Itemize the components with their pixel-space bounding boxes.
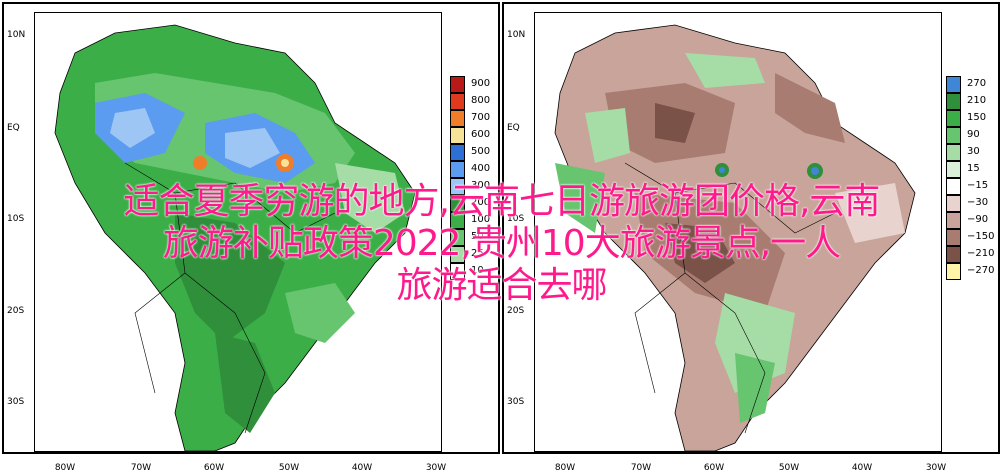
- legend-label: 500: [471, 146, 491, 157]
- lon-label: 80W: [54, 463, 76, 473]
- legend-swatch: 25: [450, 246, 484, 263]
- legend-label: 90: [967, 129, 980, 140]
- lon-label: 60W: [203, 463, 225, 473]
- lat-label: 30S: [507, 397, 525, 407]
- legend-label: 400: [471, 163, 491, 174]
- legend-label: 900: [471, 78, 491, 89]
- legend-swatch: 150: [946, 110, 986, 127]
- legend-swatch: 15: [946, 161, 980, 178]
- lon-label: 40W: [851, 463, 873, 473]
- legend-swatch: 300: [450, 178, 490, 195]
- legend-swatch: 500: [450, 144, 490, 161]
- lon-label: 50W: [778, 463, 800, 473]
- legend-swatch: −210: [946, 246, 994, 263]
- legend-label: 200: [471, 197, 491, 208]
- lat-label: 10N: [7, 30, 26, 40]
- legend-swatch: −15: [946, 178, 988, 195]
- legend-swatch: −90: [946, 212, 988, 229]
- legend-label: −90: [967, 214, 989, 225]
- legend-swatch: 900: [450, 76, 490, 93]
- color-legend: 900 800 700 600 500 400 300 200 100 50 25 10: [450, 76, 490, 280]
- lat-label: 10S: [7, 214, 25, 224]
- lat-label: EQ: [7, 123, 20, 133]
- lat-label: 20S: [7, 306, 25, 316]
- legend-label: 270: [967, 78, 987, 89]
- legend-swatch: −270: [946, 263, 994, 280]
- lon-label: 50W: [278, 463, 300, 473]
- overlay-title-line-2: 旅游补贴政策2022,贵州10大旅游景点,一人: [162, 223, 841, 264]
- legend-label: 600: [471, 129, 491, 140]
- overlay-title-line-3: 旅游适合去哪: [396, 265, 607, 306]
- legend-swatch: 400: [450, 161, 490, 178]
- lon-label: 80W: [554, 463, 576, 473]
- precipitation-map: [34, 12, 442, 452]
- legend-swatch: −150: [946, 229, 994, 246]
- lat-label: 10S: [507, 214, 525, 224]
- legend-swatch: 210: [946, 93, 986, 110]
- legend-label: −210: [967, 248, 995, 259]
- legend-label: 300: [471, 180, 491, 191]
- legend-swatch: −30: [946, 195, 988, 212]
- legend-label: −30: [967, 197, 989, 208]
- lon-label: 70W: [130, 463, 152, 473]
- lon-label: 60W: [703, 463, 725, 473]
- legend-label: 800: [471, 95, 491, 106]
- lon-label: 40W: [351, 463, 373, 473]
- anomaly-map-svg: [535, 13, 941, 451]
- right-map-panel: 10N EQ 10S 20S 30S: [502, 2, 1000, 473]
- lon-label: 70W: [630, 463, 652, 473]
- lon-label: 30W: [925, 463, 947, 473]
- legend-label: 210: [967, 95, 987, 106]
- legend-label: 10: [471, 265, 484, 276]
- lat-label: EQ: [507, 123, 520, 133]
- legend-label: 100: [471, 214, 491, 225]
- legend-swatch: 200: [450, 195, 490, 212]
- legend-label: 30: [967, 146, 980, 157]
- legend-label: 15: [967, 163, 980, 174]
- legend-label: 150: [967, 112, 987, 123]
- legend-label: −15: [967, 180, 989, 191]
- legend-swatch: 30: [946, 144, 980, 161]
- left-map-panel: 10N EQ 10S 20S 30S: [2, 2, 500, 473]
- legend-label: 50: [471, 231, 484, 242]
- legend-label: 700: [471, 112, 491, 123]
- legend-swatch: 10: [450, 263, 484, 280]
- lat-label: 10N: [507, 30, 526, 40]
- legend-swatch: 700: [450, 110, 490, 127]
- legend-swatch: 270: [946, 76, 986, 93]
- lat-label: 20S: [507, 306, 525, 316]
- lon-label: 30W: [425, 463, 447, 473]
- color-legend: 270 210 150 90 30 15 −15 −30 −90 −150 −210 −270: [946, 76, 994, 280]
- legend-label: 25: [471, 248, 484, 259]
- anomaly-map: [534, 12, 942, 452]
- lat-label: 30S: [7, 397, 25, 407]
- precip-map-svg: [35, 13, 441, 451]
- legend-label: −150: [967, 231, 995, 242]
- legend-swatch: 50: [450, 229, 484, 246]
- legend-label: −270: [967, 265, 995, 276]
- legend-swatch: 600: [450, 127, 490, 144]
- legend-swatch: 100: [450, 212, 490, 229]
- legend-swatch: 90: [946, 127, 980, 144]
- overlay-title-line-1: 适合夏季穷游的地方,云南七日游旅游团价格,云南: [123, 181, 881, 222]
- legend-swatch: 800: [450, 93, 490, 110]
